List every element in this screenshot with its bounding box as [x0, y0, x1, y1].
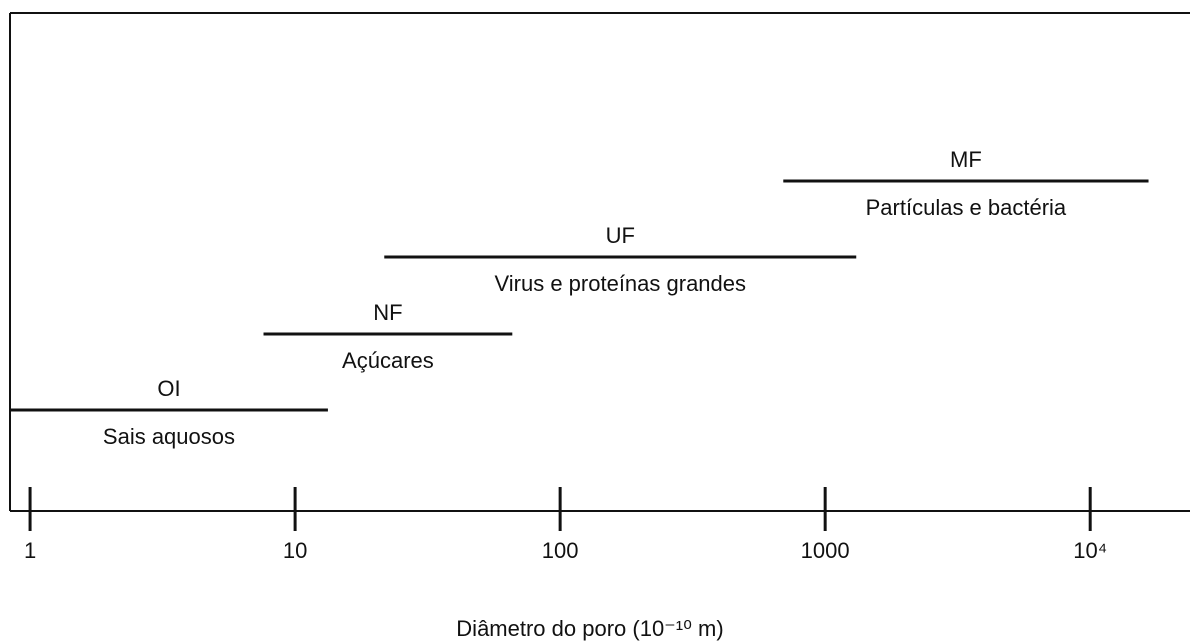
x-tick-label: 1	[24, 538, 36, 563]
range-name: NF	[373, 300, 402, 325]
range-name: UF	[606, 223, 635, 248]
x-axis-label: Diâmetro do poro (10⁻¹⁰ m)	[456, 616, 723, 641]
range-description: Sais aquosos	[103, 424, 235, 449]
x-tick-label: 1000	[801, 538, 850, 563]
range-description: Açúcares	[342, 348, 434, 373]
range-name: OI	[157, 376, 180, 401]
range-name: MF	[950, 147, 982, 172]
x-tick-label: 10⁴	[1073, 538, 1107, 563]
range-description: Virus e proteínas grandes	[494, 271, 746, 296]
range-description: Partículas e bactéria	[866, 195, 1067, 220]
x-tick-label: 100	[542, 538, 579, 563]
x-tick-label: 10	[283, 538, 307, 563]
